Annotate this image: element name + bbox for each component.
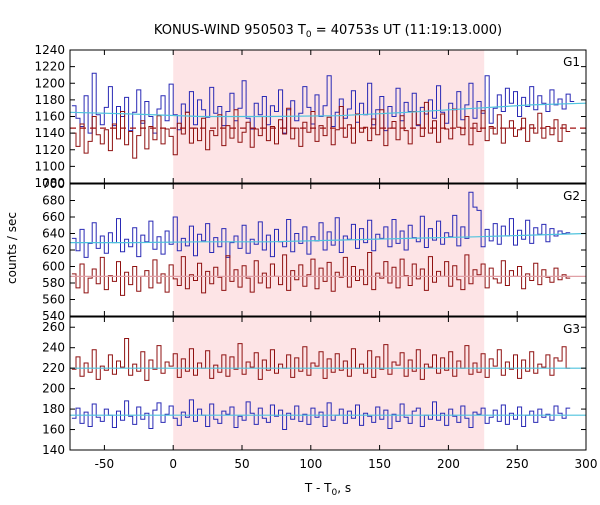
x-tick-label: 300 xyxy=(575,457,598,471)
chart-title-post: = 40753s UT (11:19:13.000) xyxy=(312,23,502,38)
y-tick-label: 1120 xyxy=(34,143,65,157)
y-tick-label: 1140 xyxy=(34,126,65,140)
y-tick-label: 1160 xyxy=(34,110,65,124)
y-tick-label: 640 xyxy=(42,227,65,241)
series-blue-g3 xyxy=(71,399,571,430)
chart-title-sub: 0 xyxy=(306,30,312,40)
panels-group: 1080 1100 1120 1140 1160 1180 1200 1220 1240 G1 54… xyxy=(34,43,597,471)
x-tick-label: -50 xyxy=(95,457,115,471)
y-tick-label: 260 xyxy=(42,320,65,334)
x-tick-label: 100 xyxy=(299,457,322,471)
x-axis-label-pre: T - T xyxy=(304,481,332,495)
x-tick-label: 150 xyxy=(368,457,391,471)
panel-g1: 1080 1100 1120 1140 1160 1180 1200 1220 1240 G1 xyxy=(34,43,587,190)
y-tick-label: 600 xyxy=(42,260,65,274)
y-tick-label: 660 xyxy=(42,210,65,224)
y-tick-label: 700 xyxy=(42,177,65,191)
fit-blue-g1 xyxy=(69,102,587,118)
series-red-g3 xyxy=(71,338,571,381)
panel-g2: 540 560 580 600 620 640 660 680 700 G2 xyxy=(42,177,587,323)
panel-frame-g3 xyxy=(69,316,587,451)
y-tick-label: 560 xyxy=(42,293,65,307)
x-tick-label: 50 xyxy=(234,457,249,471)
chart-title-pre: KONUS-WIND 950503 T xyxy=(154,23,306,38)
panel-g3: 140 160 180 200 220 240 260 G3 xyxy=(42,316,587,457)
y-tick-label: 1100 xyxy=(34,159,65,173)
y-tick-label: 200 xyxy=(42,382,65,396)
y-tick-label: 1240 xyxy=(34,43,65,57)
y-tick-label: 140 xyxy=(42,443,65,457)
y-tick-label: 580 xyxy=(42,276,65,290)
y-axis-label: counts / sec xyxy=(5,212,19,284)
panel-label: G3 xyxy=(563,322,580,336)
y-tick-label: 160 xyxy=(42,423,65,437)
y-tick-label: 1180 xyxy=(34,93,65,107)
y-tick-label: 220 xyxy=(42,361,65,375)
x-axis-label-sub: 0 xyxy=(332,488,338,498)
y-tick-label: 180 xyxy=(42,402,65,416)
x-tick-label: 0 xyxy=(169,457,177,471)
y-tick-label: 240 xyxy=(42,341,65,355)
series-blue-g2 xyxy=(71,191,571,258)
panel-label: G1 xyxy=(563,55,580,69)
x-axis-label-post: , s xyxy=(337,481,351,495)
y-tick-label: 540 xyxy=(42,309,65,323)
y-tick-label: 620 xyxy=(42,243,65,257)
series-red-g1 xyxy=(71,101,571,159)
y-tick-label: 1080 xyxy=(34,176,65,190)
y-tick-label: 1220 xyxy=(34,60,65,74)
y-tick-label: 1200 xyxy=(34,76,65,90)
fit-blue-g2 xyxy=(70,232,587,244)
chart-title: KONUS-WIND 950503 T0 = 40753s UT (11:19:… xyxy=(154,23,502,40)
panel-label: G2 xyxy=(563,189,580,203)
x-axis-label: T - T0, s xyxy=(304,481,351,498)
x-tick-label: 200 xyxy=(437,457,460,471)
y-tick-label: 680 xyxy=(42,194,65,208)
series-red-g2 xyxy=(71,252,571,296)
x-tick-label: 250 xyxy=(506,457,529,471)
